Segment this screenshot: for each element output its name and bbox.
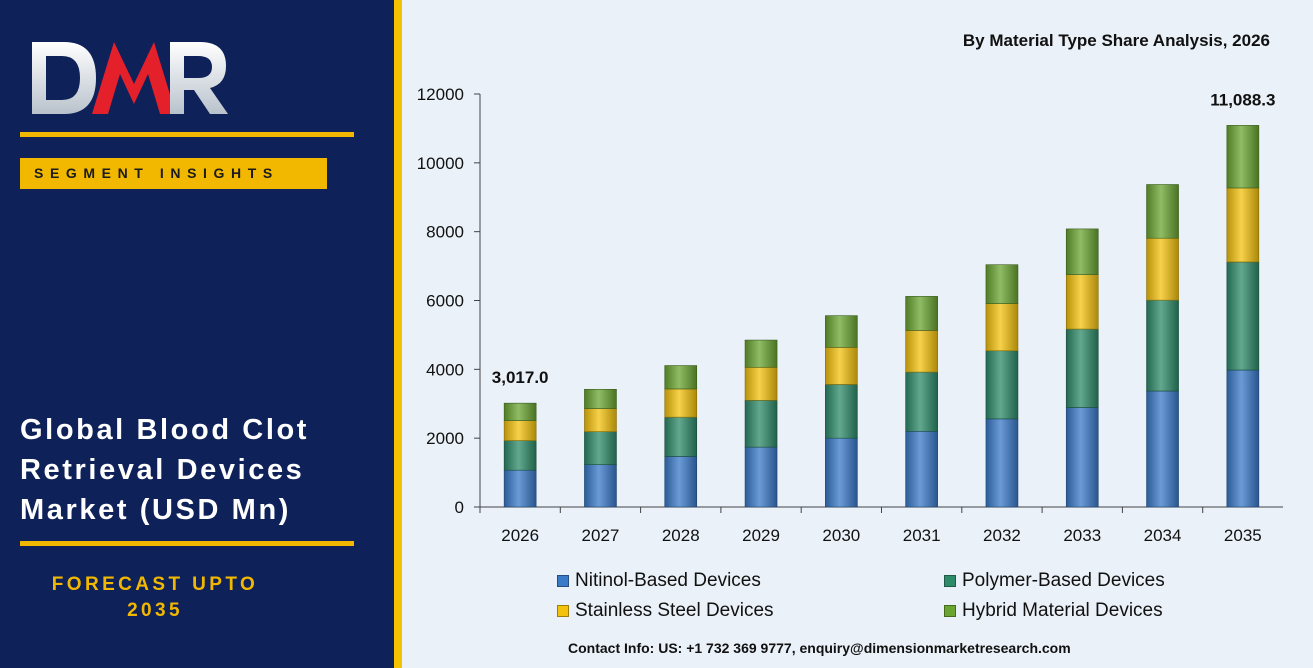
- gold-rule-top: [20, 132, 354, 137]
- bar-segment: [503, 469, 537, 508]
- legend-swatch: [557, 605, 569, 617]
- bar-segment: [1226, 261, 1260, 371]
- y-tick-label: 8000: [426, 223, 464, 242]
- legend-item: Hybrid Material Devices: [944, 600, 1163, 622]
- market-title: Global Blood Clot Retrieval Devices Mark…: [20, 410, 370, 530]
- bar-segment: [744, 446, 778, 508]
- x-tick-label: 2034: [1144, 526, 1182, 545]
- x-tick-label: 2027: [582, 526, 620, 545]
- x-tick-label: 2029: [742, 526, 780, 545]
- bar-segment: [1065, 228, 1099, 275]
- x-tick-label: 2031: [903, 526, 941, 545]
- y-tick-label: 2000: [426, 429, 464, 448]
- bar-segment: [1226, 369, 1260, 508]
- bar-segment: [664, 456, 698, 508]
- y-tick-label: 12000: [417, 85, 464, 104]
- legend-label: Nitinol-Based Devices: [575, 570, 761, 591]
- y-tick-label: 0: [455, 498, 464, 517]
- bar-segment: [503, 440, 537, 471]
- segment-insights-badge: SEGMENT INSIGHTS: [20, 158, 327, 189]
- bar-segment: [664, 416, 698, 457]
- bar-segment: [985, 418, 1019, 508]
- bar-segment: [664, 365, 698, 390]
- panel-divider: [394, 0, 402, 668]
- legend-label: Polymer-Based Devices: [962, 570, 1165, 591]
- bar-segment: [584, 431, 617, 465]
- bar-segment: [1226, 187, 1260, 263]
- legend-item: Polymer-Based Devices: [944, 570, 1165, 592]
- data-label: 11,088.3: [1210, 90, 1275, 109]
- bar-segment: [905, 430, 938, 508]
- bar-segment: [503, 420, 537, 441]
- legend-swatch: [557, 575, 569, 587]
- bar-segment: [905, 330, 938, 373]
- y-tick-label: 4000: [426, 360, 464, 379]
- left-panel: SEGMENT INSIGHTS Global Blood Clot Retri…: [0, 0, 394, 668]
- bar-segment: [1146, 390, 1179, 508]
- bar-segment: [905, 296, 938, 331]
- y-tick-label: 10000: [417, 154, 464, 173]
- x-tick-label: 2035: [1224, 526, 1262, 545]
- x-tick-label: 2032: [983, 526, 1021, 545]
- legend-item: Stainless Steel Devices: [557, 600, 774, 622]
- forecast-label: FORECAST UPTO 2035: [20, 572, 290, 624]
- bar-segment: [1065, 407, 1099, 508]
- dmr-logo: [32, 42, 228, 114]
- market-title-line: Retrieval Devices: [20, 454, 305, 486]
- legend-item: Nitinol-Based Devices: [557, 570, 761, 592]
- bar-segment: [1065, 274, 1099, 330]
- bar-segment: [825, 437, 858, 508]
- bar-segment: [744, 366, 778, 401]
- legend-swatch: [944, 605, 956, 617]
- bar-segment: [985, 350, 1019, 420]
- bar-segment: [584, 388, 617, 409]
- forecast-line: 2035: [127, 600, 183, 621]
- bar-segment: [1146, 184, 1179, 239]
- legend-swatch: [944, 575, 956, 587]
- bar-segment: [664, 388, 698, 418]
- bar-segment: [985, 303, 1019, 352]
- bar-segment: [825, 315, 858, 348]
- bar-segment: [1065, 328, 1099, 408]
- bar-segment: [744, 400, 778, 448]
- bar-segment: [825, 384, 858, 439]
- bar-segment: [744, 339, 778, 368]
- legend-label: Stainless Steel Devices: [575, 600, 774, 621]
- bar-segment: [584, 464, 617, 508]
- bar-segment: [985, 264, 1019, 304]
- gold-rule-bottom: [20, 541, 354, 546]
- x-tick-label: 2026: [501, 526, 539, 545]
- bar-segment: [905, 371, 938, 432]
- x-tick-label: 2033: [1063, 526, 1101, 545]
- legend-label: Hybrid Material Devices: [962, 600, 1163, 621]
- market-title-line: Market (USD Mn): [20, 494, 292, 526]
- x-tick-label: 2028: [662, 526, 700, 545]
- bar-segment: [503, 402, 537, 421]
- bar-segment: [1226, 125, 1260, 189]
- bar-segment: [584, 408, 617, 432]
- chart-title: By Material Type Share Analysis, 2026: [962, 31, 1270, 50]
- bar-segment: [1146, 237, 1179, 301]
- market-title-line: Global Blood Clot: [20, 414, 310, 446]
- x-tick-label: 2030: [822, 526, 860, 545]
- forecast-line: FORECAST UPTO: [51, 574, 259, 595]
- stacked-bar-chart: 0 2000 4000 6000 8000 10000 12000 2026 2027 2028 2…: [417, 85, 1283, 545]
- y-tick-label: 6000: [426, 292, 464, 311]
- data-label: 3,017.0: [492, 368, 549, 387]
- bar-segment: [1146, 299, 1179, 392]
- contact-info: Contact Info: US: +1 732 369 9777, enqui…: [568, 640, 1071, 656]
- bar-segment: [825, 347, 858, 385]
